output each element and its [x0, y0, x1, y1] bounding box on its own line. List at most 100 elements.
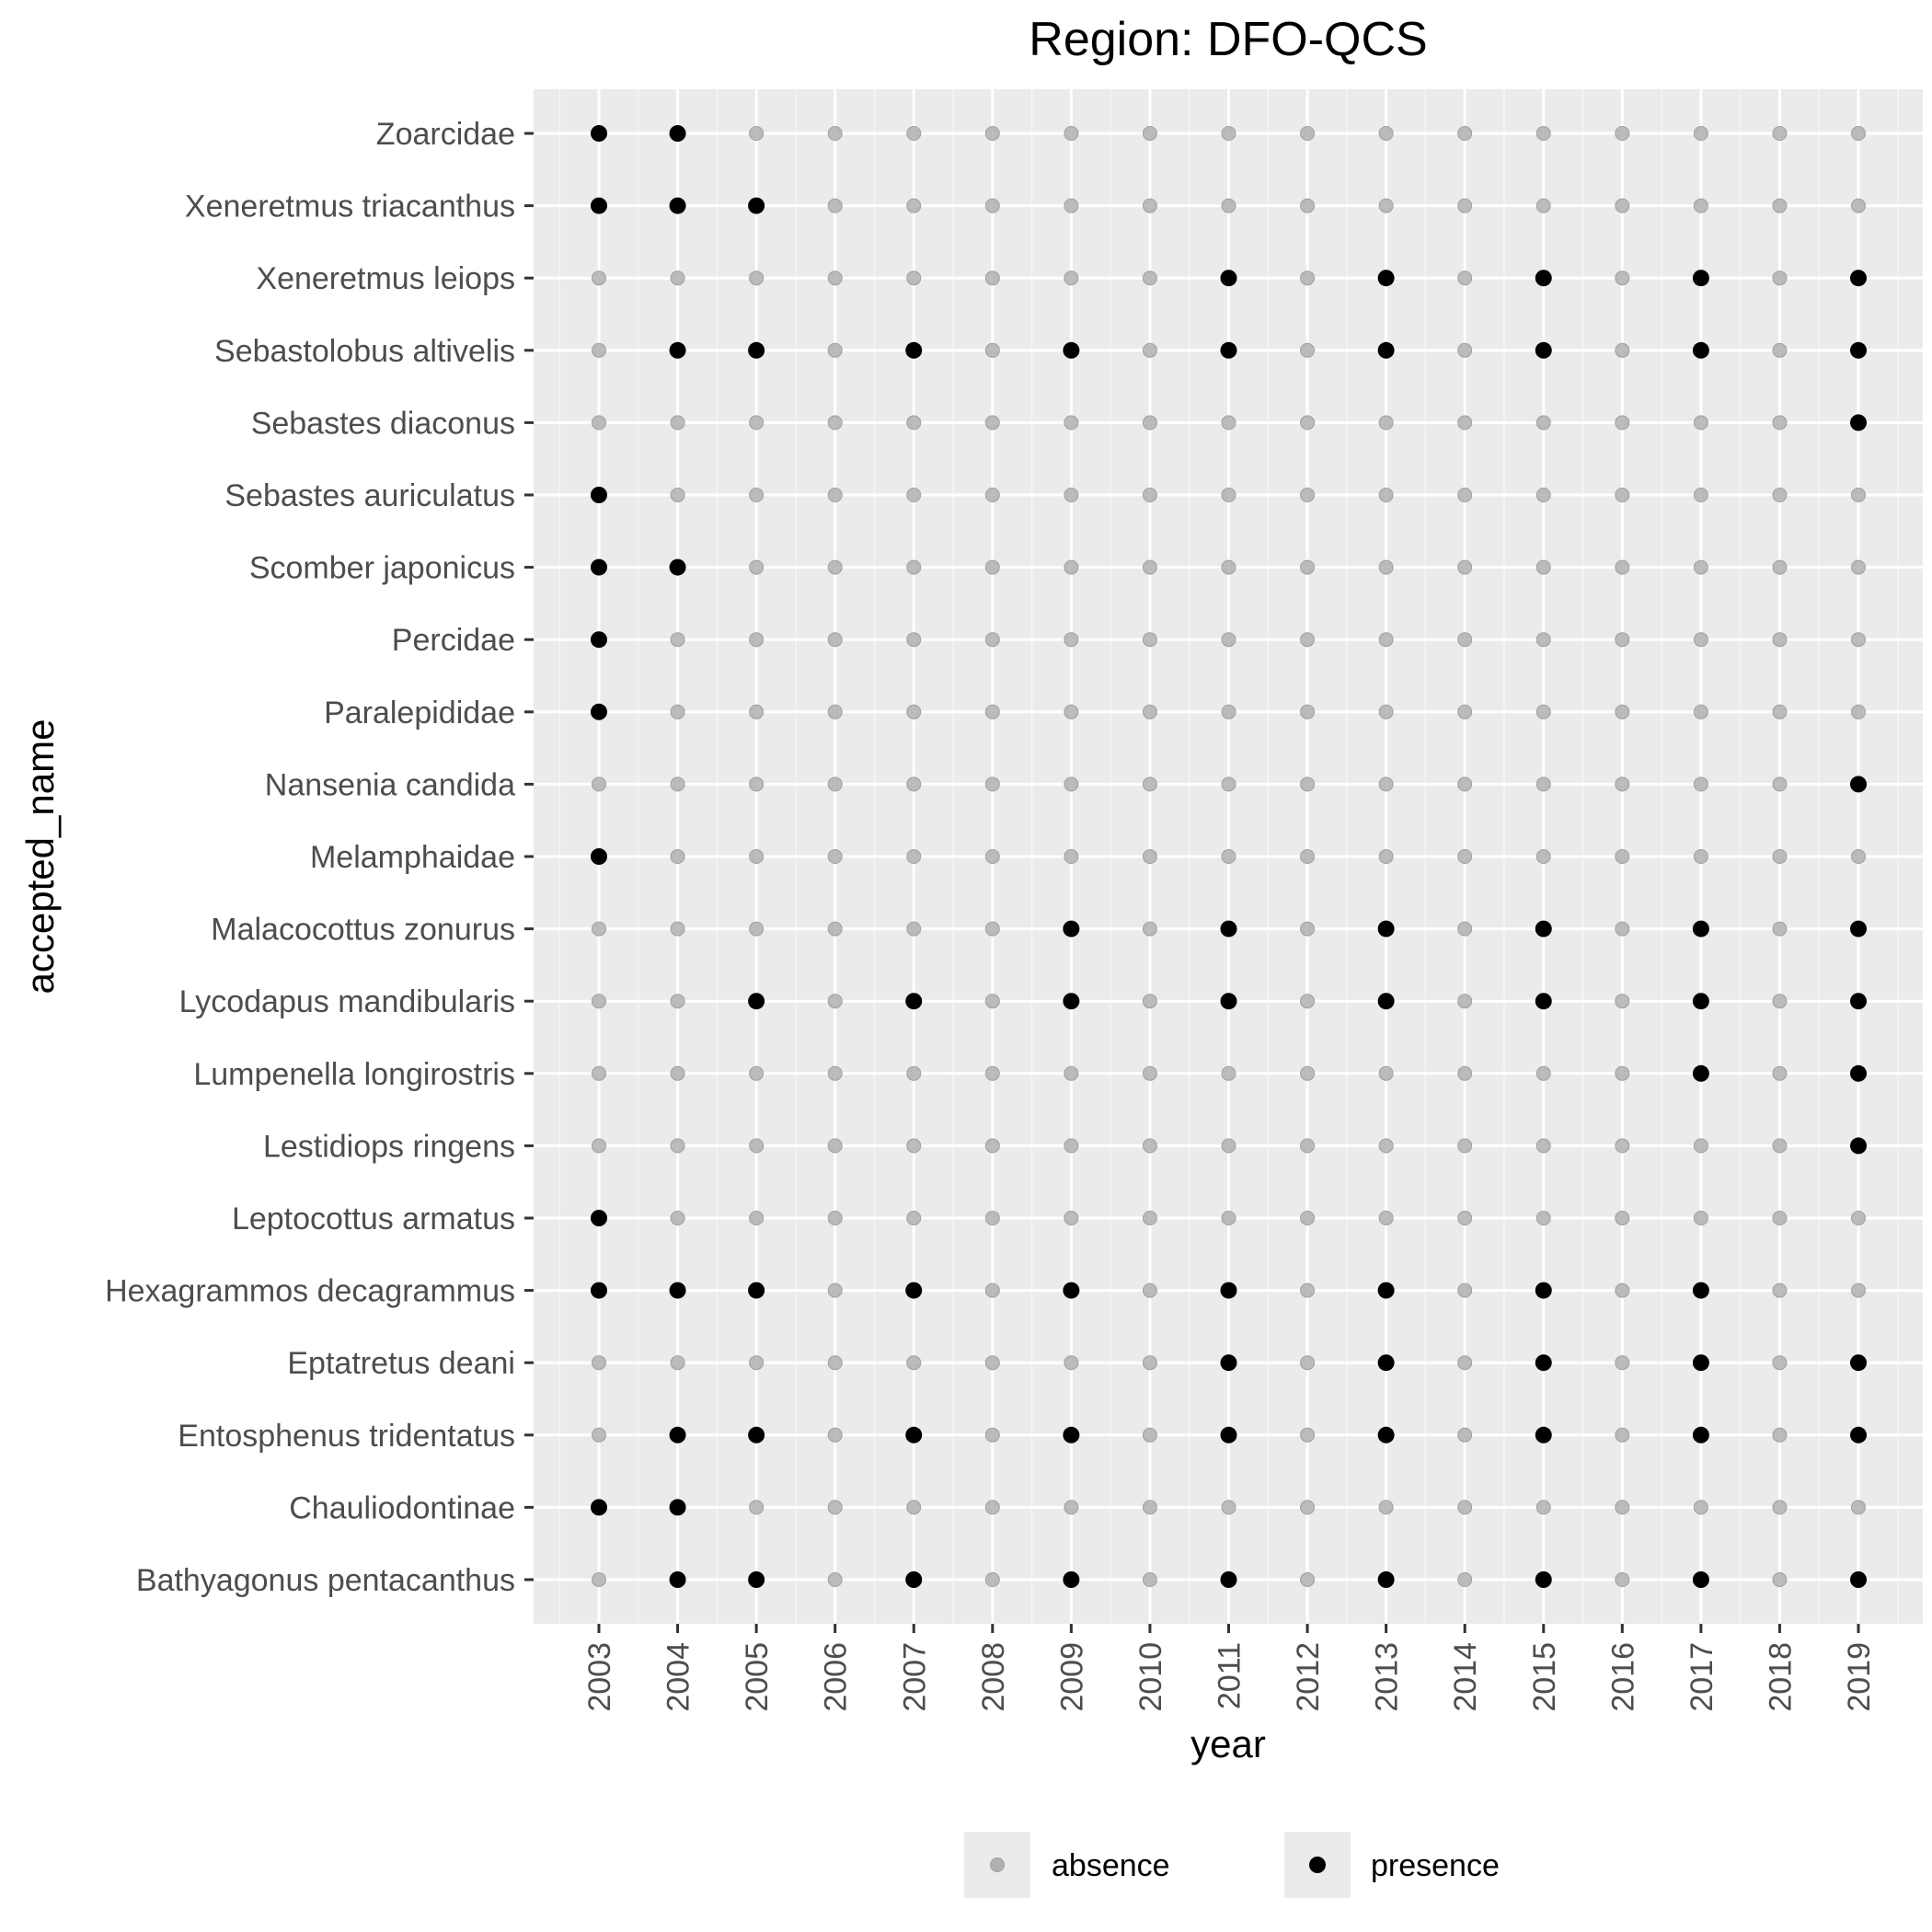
absence-point	[592, 921, 606, 937]
presence-point	[669, 197, 686, 214]
absence-point	[1300, 849, 1316, 864]
absence-point	[827, 849, 843, 864]
absence-point	[592, 1355, 606, 1371]
absence-point	[1378, 1211, 1394, 1225]
presence-point	[1850, 1137, 1867, 1155]
presence-point	[1220, 341, 1237, 359]
absence-point	[1142, 704, 1157, 719]
presence-point	[748, 197, 765, 214]
absence-point	[1378, 198, 1394, 213]
y-tick-label: Malacocottus zonurus	[211, 913, 515, 948]
absence-point	[1615, 1427, 1630, 1443]
absence-point	[1615, 776, 1630, 792]
absence-point	[1535, 198, 1551, 213]
absence-point	[1772, 1572, 1788, 1587]
absence-point	[1142, 488, 1157, 502]
absence-point	[1300, 1572, 1316, 1587]
absence-point	[827, 559, 843, 575]
absence-point	[749, 1138, 765, 1154]
y-tick-label: Percidae	[392, 623, 515, 658]
presence-point	[1850, 1426, 1867, 1443]
absence-point	[1693, 488, 1708, 502]
presence-point	[1850, 1354, 1867, 1372]
presence-point	[1063, 1282, 1080, 1299]
absence-point	[906, 126, 922, 141]
absence-point	[827, 994, 843, 1009]
absence-point	[1457, 559, 1473, 575]
absence-point	[749, 488, 765, 502]
y-tick-label: Zoarcidae	[376, 117, 515, 152]
absence-point	[1300, 415, 1316, 431]
absence-point	[827, 488, 843, 502]
y-tick-label: Sebastes diaconus	[251, 406, 515, 441]
absence-point	[1221, 1500, 1236, 1515]
absence-point	[827, 1138, 843, 1154]
presence-point	[591, 197, 607, 214]
absence-point	[1693, 632, 1708, 648]
absence-point	[906, 1355, 922, 1371]
absence-point	[1615, 1211, 1630, 1225]
absence-point	[1300, 1211, 1316, 1225]
absence-point	[1064, 849, 1079, 864]
absence-point	[1615, 488, 1630, 502]
absence-point	[984, 1138, 1000, 1154]
absence-point	[1064, 270, 1079, 286]
absence-point	[1300, 126, 1316, 141]
absence-point	[1772, 198, 1788, 213]
absence-point	[1772, 1282, 1788, 1298]
absence-point	[1142, 1211, 1157, 1225]
x-tick-label: 2010	[1133, 1642, 1168, 1712]
absence-point	[1851, 1211, 1866, 1225]
absence-point	[1615, 198, 1630, 213]
absence-point	[1772, 270, 1788, 286]
presence-point	[1063, 1426, 1080, 1443]
y-tick-label: Eptatretus deani	[287, 1346, 515, 1381]
x-tick-label: 2006	[819, 1642, 854, 1712]
absence-point	[749, 415, 765, 431]
absence-point	[1535, 126, 1551, 141]
x-tick-label: 2015	[1527, 1642, 1562, 1712]
absence-point	[827, 1427, 843, 1443]
absence-point	[670, 415, 685, 431]
presence-point	[905, 1282, 923, 1299]
presence-point	[1377, 1282, 1395, 1299]
absence-point	[1457, 994, 1473, 1009]
absence-point	[984, 1211, 1000, 1225]
absence-point	[670, 776, 685, 792]
presence-point	[1850, 920, 1867, 937]
absence-point	[749, 849, 765, 864]
presence-point	[748, 993, 765, 1010]
absence-point	[1378, 488, 1394, 502]
absence-point	[1300, 994, 1316, 1009]
presence-point	[1535, 1282, 1552, 1299]
absence-point	[984, 704, 1000, 719]
x-tick-label: 2018	[1763, 1642, 1798, 1712]
absence-point	[670, 488, 685, 502]
absence-point	[1457, 1138, 1473, 1154]
absence-point	[1772, 415, 1788, 431]
absence-point	[1535, 1138, 1551, 1154]
absence-point	[1221, 776, 1236, 792]
presence-point	[1063, 1571, 1080, 1588]
y-axis: Bathyagonus pentacanthus Chauliodontinae E…	[105, 117, 534, 1598]
presence-point	[748, 341, 765, 359]
absence-point	[827, 1355, 843, 1371]
x-tick-label: 2003	[582, 1642, 617, 1712]
absence-point	[1851, 488, 1866, 502]
absence-point	[1772, 342, 1788, 358]
absence-point	[1772, 1427, 1788, 1443]
absence-point	[1457, 126, 1473, 141]
presence-point	[1692, 1282, 1709, 1299]
absence-point	[1535, 415, 1551, 431]
absence-point	[1457, 776, 1473, 792]
absence-point	[1378, 849, 1394, 864]
absence-point	[1300, 1427, 1316, 1443]
absence-point	[906, 198, 922, 213]
absence-point	[1535, 1065, 1551, 1081]
absence-point	[1693, 776, 1708, 792]
absence-point	[1772, 776, 1788, 792]
presence-point	[1535, 1426, 1552, 1443]
absence-point	[827, 342, 843, 358]
absence-point	[1535, 1211, 1551, 1225]
presence-point	[1692, 1354, 1709, 1372]
